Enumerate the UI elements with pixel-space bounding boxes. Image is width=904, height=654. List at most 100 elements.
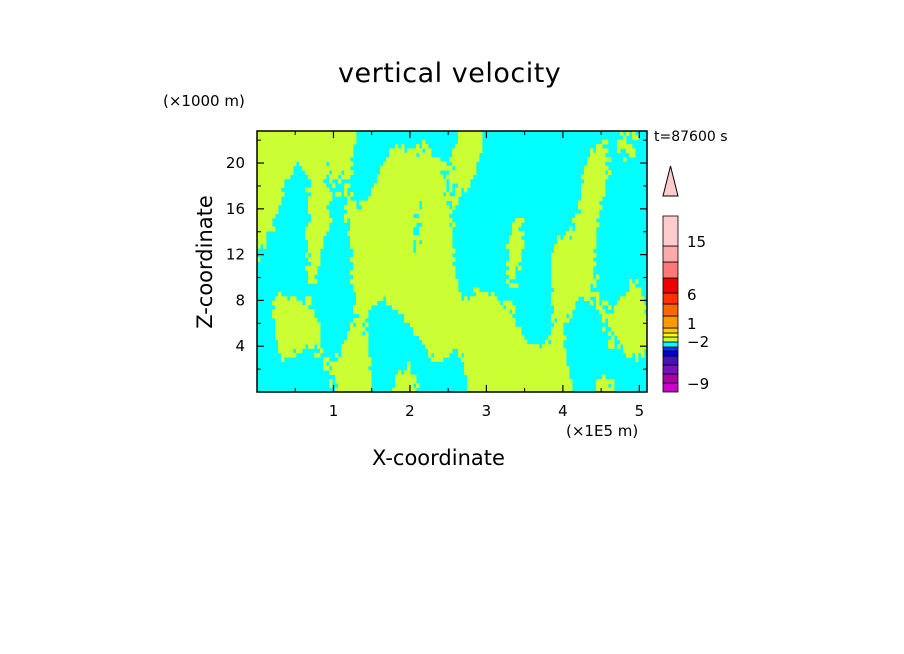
field-cell (533, 348, 537, 354)
field-cell (404, 218, 408, 223)
field-cell (425, 257, 429, 262)
field-cell (488, 357, 492, 362)
field-cell (410, 313, 414, 319)
field-cell (308, 313, 312, 319)
field-cell (278, 165, 282, 171)
field-cell (368, 270, 372, 275)
field-cell (566, 283, 570, 288)
field-cell (317, 218, 321, 223)
field-cell (554, 383, 558, 389)
field-cell (350, 357, 354, 362)
field-cell (602, 300, 606, 306)
field-cell (470, 144, 474, 149)
field-cell (437, 226, 441, 232)
field-cell (281, 131, 285, 136)
field-cell (272, 144, 276, 149)
field-cell (491, 309, 495, 315)
field-cell (359, 331, 363, 336)
field-cell (419, 291, 423, 297)
field-cell (320, 187, 324, 193)
field-cell (566, 287, 570, 293)
field-cell (506, 374, 510, 380)
field-cell (461, 322, 465, 328)
field-cell (410, 157, 414, 162)
field-cell (608, 322, 612, 328)
field-cell (368, 374, 372, 380)
field-cell (362, 270, 366, 275)
field-cell (446, 335, 450, 341)
field-cell (308, 265, 312, 271)
field-cell (371, 283, 375, 288)
field-cell (563, 309, 567, 315)
field-cell (641, 335, 645, 341)
field-cell (356, 248, 360, 254)
field-cell (557, 270, 561, 275)
field-cell (464, 365, 468, 371)
field-cell (269, 157, 273, 162)
field-cell (413, 218, 417, 223)
field-cell (272, 152, 276, 158)
field-cell (563, 313, 567, 319)
field-cell (527, 352, 531, 358)
field-cell (386, 274, 390, 280)
field-cell (509, 305, 513, 310)
field-cell (365, 257, 369, 262)
field-cell (278, 131, 282, 136)
field-cell (374, 296, 378, 302)
field-cell (275, 170, 279, 175)
field-cell (281, 300, 285, 306)
field-cell (317, 244, 321, 249)
field-cell (602, 387, 606, 392)
field-cell (317, 257, 321, 262)
field-cell (398, 244, 402, 249)
field-cell (359, 265, 363, 271)
field-cell (356, 383, 360, 389)
field-cell (365, 239, 369, 245)
field-cell (455, 318, 459, 323)
field-cell (317, 204, 321, 210)
field-cell (554, 300, 558, 306)
field-cell (314, 252, 318, 258)
field-cell (485, 296, 489, 302)
field-cell (419, 265, 423, 271)
field-cell (359, 231, 363, 236)
field-cell (440, 305, 444, 310)
field-cell (386, 161, 390, 167)
field-cell (500, 318, 504, 323)
field-cell (629, 348, 633, 354)
field-cell (593, 170, 597, 175)
field-cell (353, 283, 357, 288)
field-cell (365, 204, 369, 210)
field-cell (446, 300, 450, 306)
field-cell (311, 244, 315, 249)
field-cell (434, 305, 438, 310)
field-cell (275, 165, 279, 171)
field-cell (599, 378, 603, 384)
field-cell (476, 139, 480, 145)
field-cell (284, 131, 288, 136)
field-cell (623, 296, 627, 302)
field-cell (443, 226, 447, 232)
field-cell (473, 335, 477, 341)
field-cell (374, 252, 378, 258)
field-cell (608, 313, 612, 319)
field-cell (479, 335, 483, 341)
field-cell (341, 365, 345, 371)
field-cell (413, 196, 417, 201)
field-cell (500, 374, 504, 380)
field-cell (359, 383, 363, 389)
field-cell (632, 309, 636, 315)
field-cell (293, 326, 297, 332)
field-cell (521, 361, 525, 367)
field-cell (515, 374, 519, 380)
field-cell (554, 370, 558, 375)
field-cell (311, 261, 315, 267)
field-cell (584, 196, 588, 201)
field-cell (314, 261, 318, 267)
field-cell (446, 339, 450, 345)
field-cell (539, 357, 543, 362)
field-cell (449, 178, 453, 184)
field-cell (314, 139, 318, 145)
field-cell (581, 287, 585, 293)
field-cell (290, 139, 294, 145)
